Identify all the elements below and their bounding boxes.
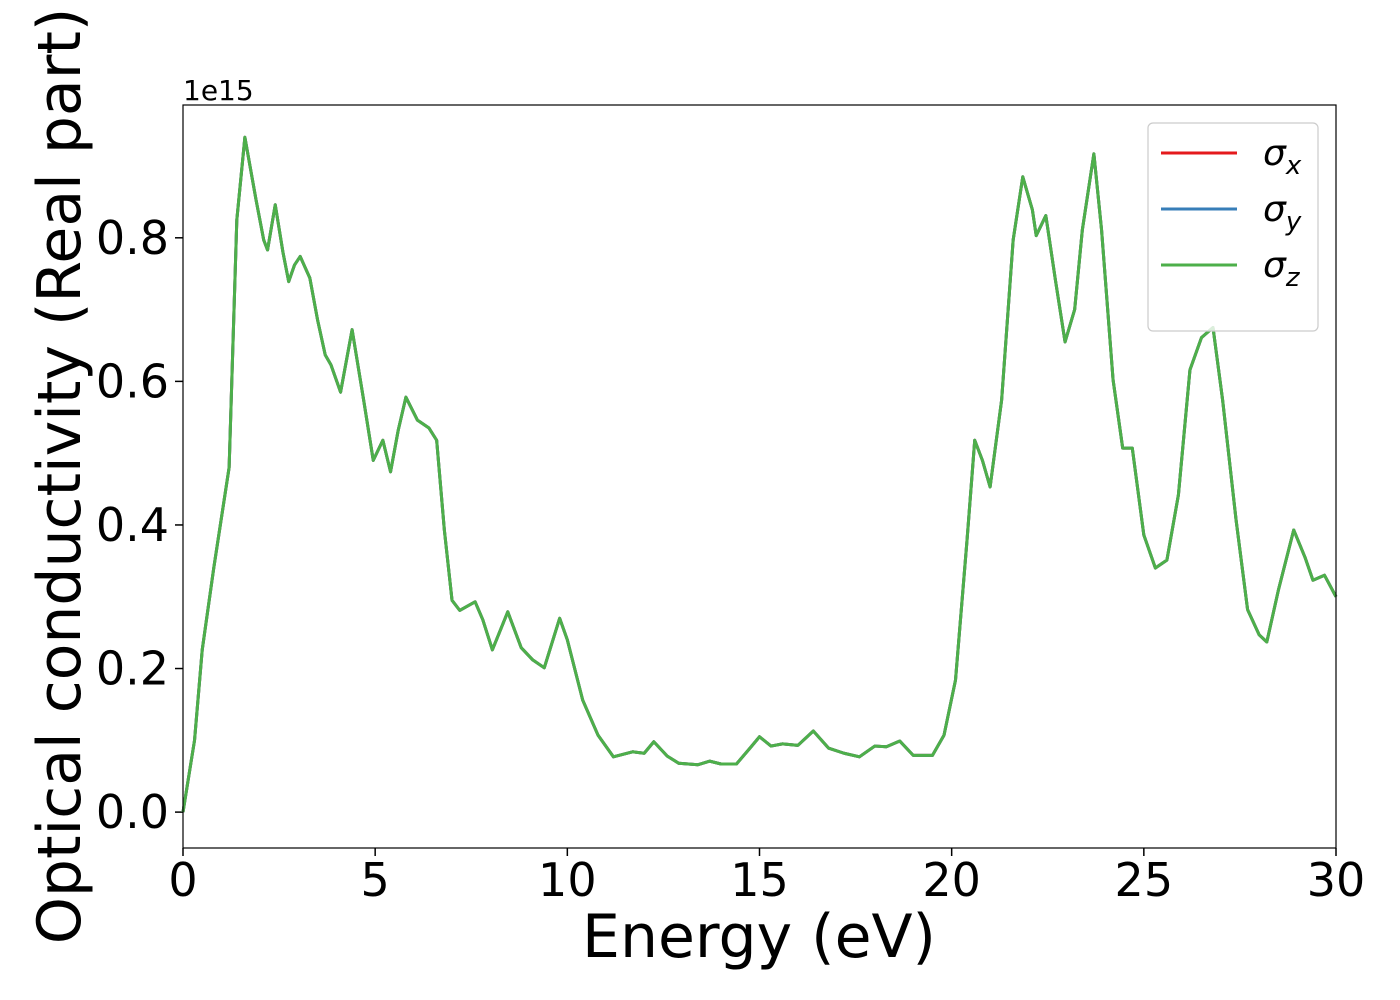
x-axis-label: Energy (eV) <box>582 902 936 972</box>
x-tick-label: 0 <box>168 853 197 907</box>
plot-frame <box>182 104 1337 849</box>
y-tick-label: 0.8 <box>96 211 169 265</box>
series-line <box>181 135 1338 813</box>
y-offset-label: 1e15 <box>183 74 254 107</box>
x-tick-label: 30 <box>1307 853 1366 907</box>
x-tick-label: 25 <box>1115 853 1174 907</box>
y-tick-label: 0.4 <box>96 498 169 552</box>
y-tick-label: 0.6 <box>96 354 169 408</box>
y-tick-label: 0.0 <box>96 785 169 839</box>
x-tick-label: 15 <box>730 853 789 907</box>
x-tick-label: 20 <box>922 853 981 907</box>
y-tick-label: 0.2 <box>96 642 169 696</box>
legend-label: σy <box>1263 189 1302 237</box>
y-axis-label: Optical conductivity (Real part) <box>25 8 95 945</box>
legend-label: σx <box>1263 133 1302 181</box>
x-tick-label: 10 <box>538 853 597 907</box>
x-tick-label: 5 <box>361 853 390 907</box>
legend-box <box>1147 122 1319 332</box>
legend-label: σz <box>1263 245 1301 293</box>
